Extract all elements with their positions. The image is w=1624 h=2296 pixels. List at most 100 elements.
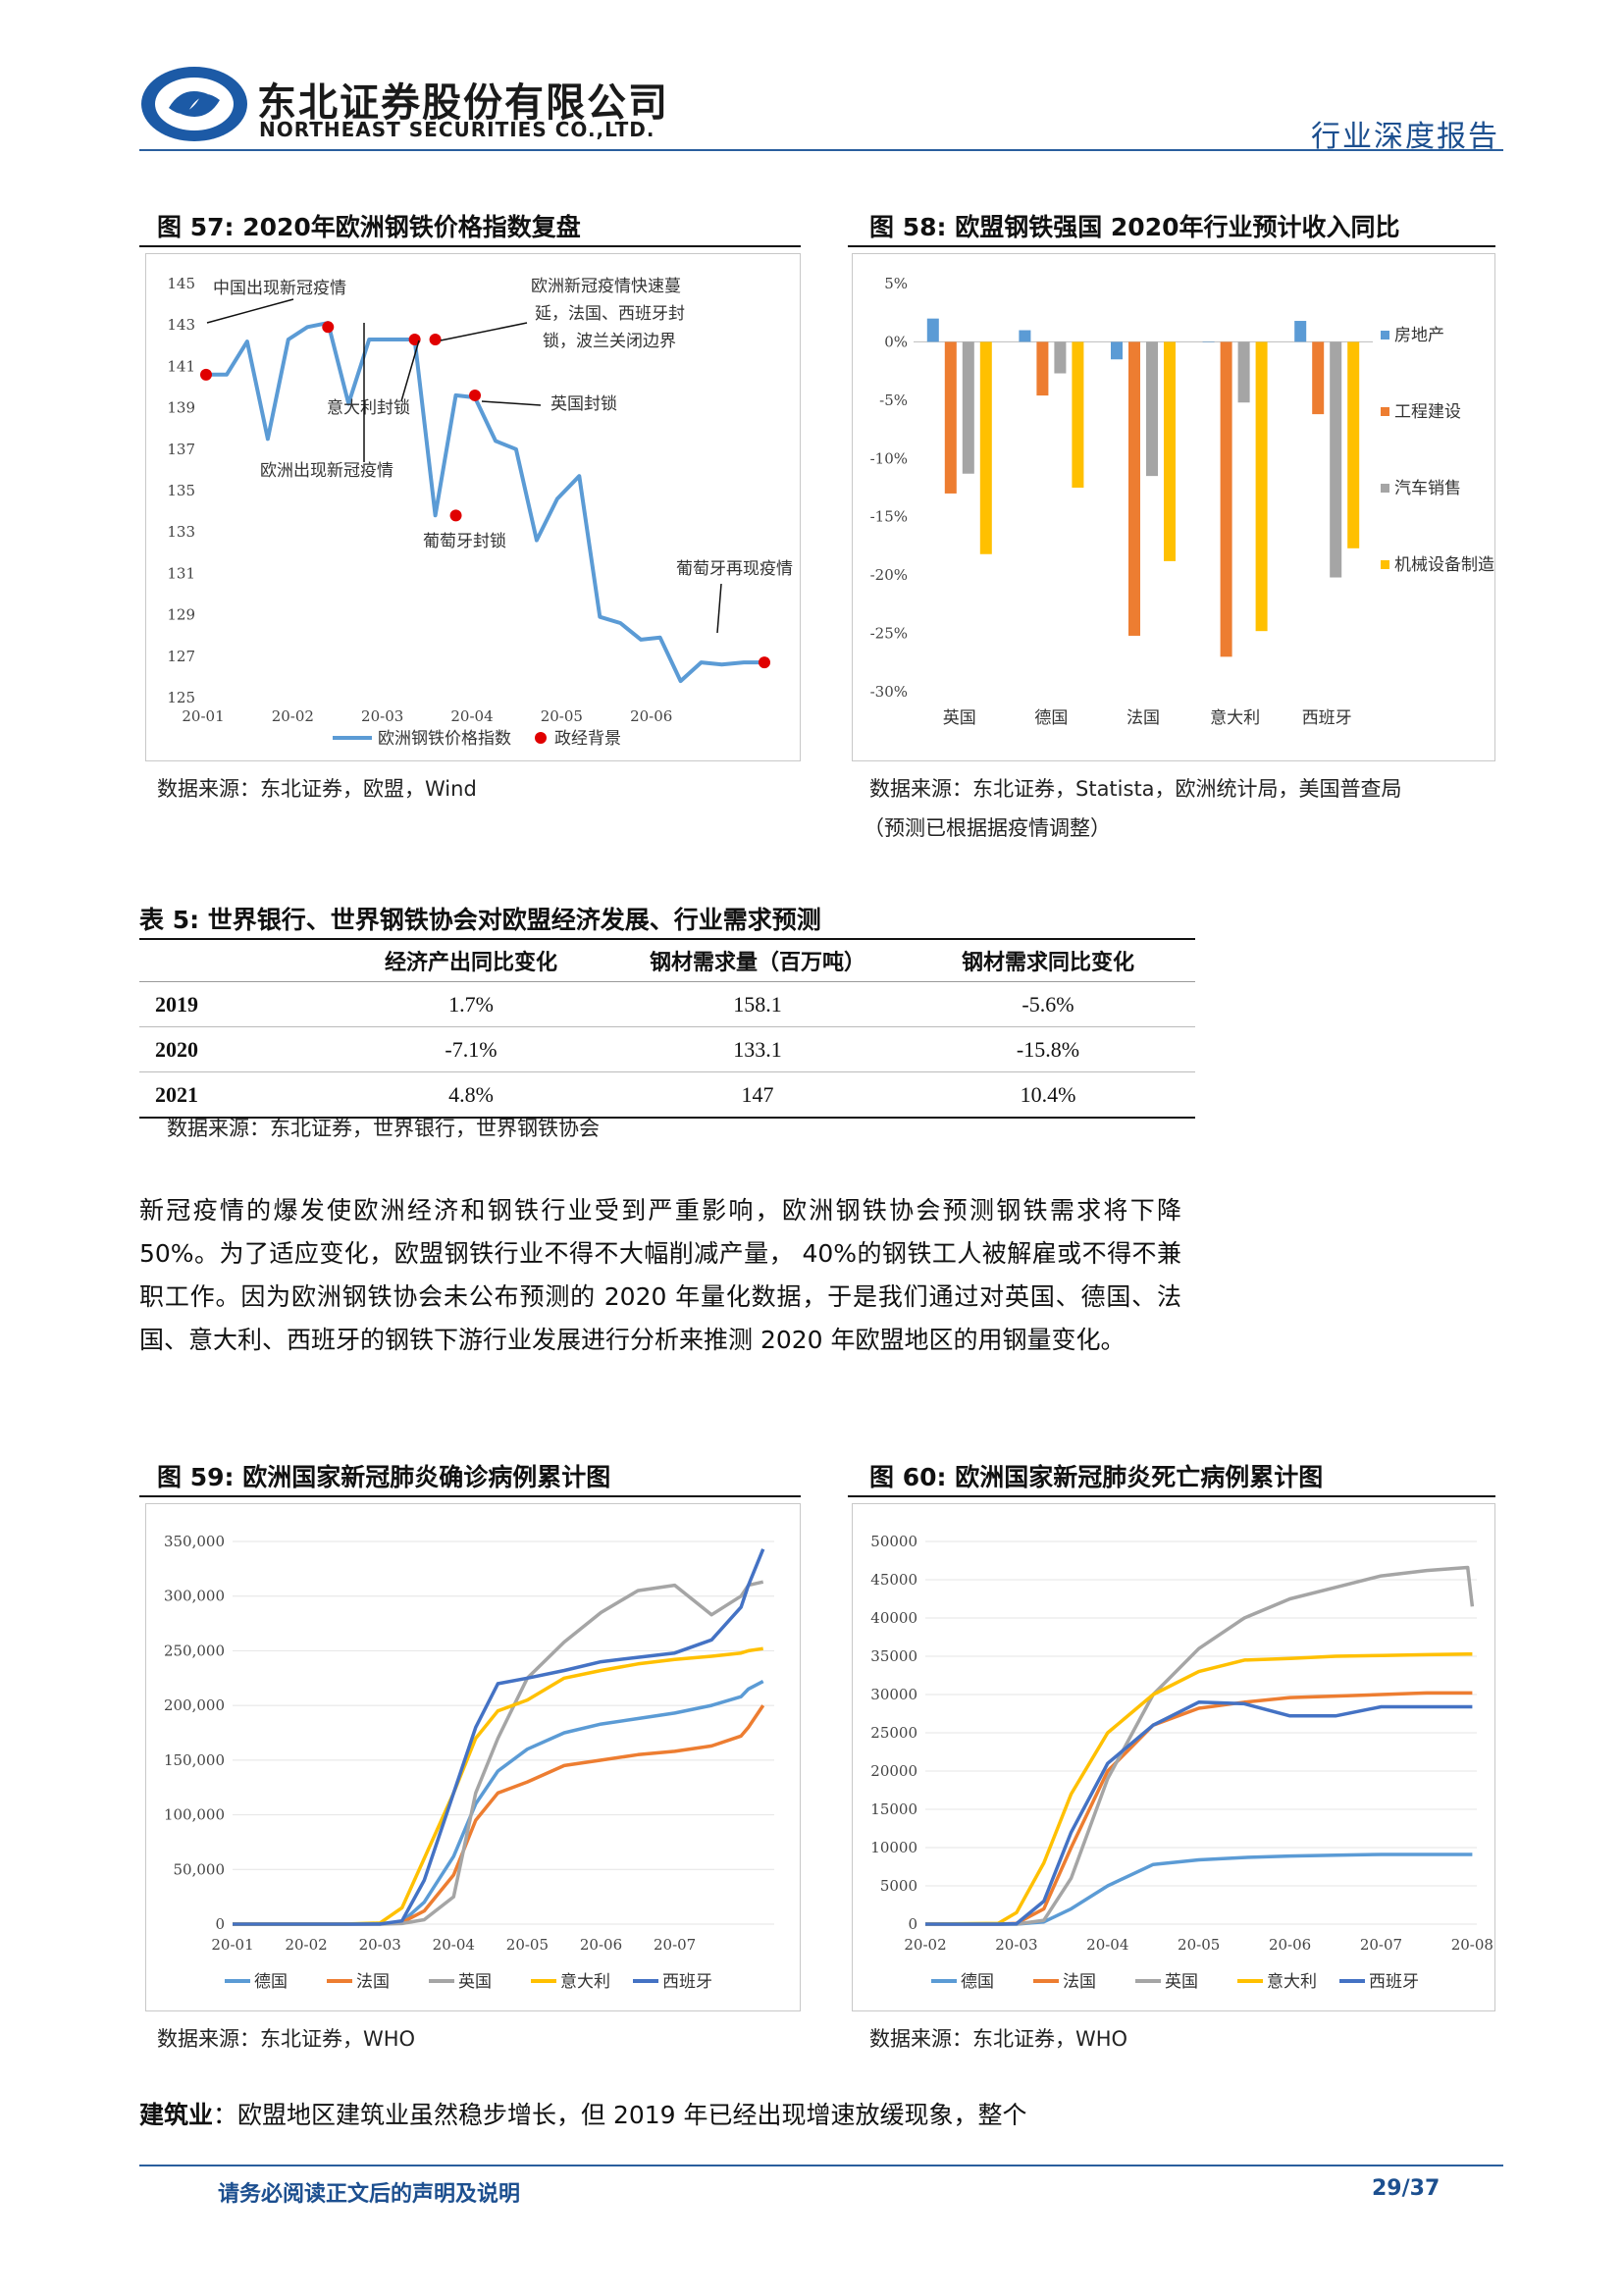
- company-logo: [139, 65, 249, 143]
- x-tick-label: 20-06: [580, 1936, 622, 1954]
- legend-swatch: [1381, 331, 1389, 339]
- x-tick-label: 20-05: [541, 707, 583, 725]
- y-tick-label: 125: [167, 689, 195, 706]
- legend-label: 意大利: [1267, 1972, 1317, 1992]
- table-cell: 2019: [139, 981, 328, 1027]
- bar-工程建设: [1128, 341, 1140, 636]
- legend-label: 机械设备制造: [1394, 555, 1494, 575]
- fig57-rule: [139, 245, 801, 247]
- footer-disclaimer: 请务必阅读正文后的声明及说明: [218, 2182, 521, 2207]
- fig59-chart: 0 50,000 100,000 150,000 200,000 250,000 300,0…: [145, 1503, 801, 2011]
- event-marker: [469, 389, 482, 401]
- series-line-德国: [233, 1680, 764, 1926]
- x-tick-label: 20-07: [654, 1936, 696, 1954]
- bar-工程建设: [1036, 341, 1049, 396]
- company-name-cn: 东北证券股份有限公司: [257, 80, 669, 126]
- y-tick-label: 40000: [870, 1609, 917, 1627]
- table-header-row: 经济产出同比变化 钢材需求量（百万吨） 钢材需求同比变化: [139, 938, 1195, 982]
- body-paragraph-2: 建筑业：欧盟地区建筑业虽然稳步增长，但 2019 年已经出现增速放缓现象，整个: [139, 2096, 1219, 2131]
- y-tick-label: 25000: [870, 1724, 917, 1742]
- y-tick-label: 45000: [870, 1571, 917, 1589]
- annotation-label: 英国封锁: [550, 394, 617, 414]
- series-line-英国: [233, 1580, 764, 1926]
- x-tick-label: 20-05: [506, 1936, 549, 1954]
- y-tick-label: -25%: [870, 625, 908, 643]
- y-tick-label: 139: [167, 399, 195, 417]
- bar-房地产: [1019, 330, 1031, 342]
- legend-label: 英国: [1165, 1972, 1198, 1992]
- price-index-line: [206, 321, 764, 684]
- table-cell: 1.7%: [328, 981, 614, 1027]
- series-line-英国: [925, 1565, 1475, 1926]
- x-tick-label: 20-02: [285, 1936, 327, 1954]
- annotation-label: 锁，波兰关闭边界: [543, 332, 676, 351]
- bar-汽车销售: [1330, 341, 1342, 578]
- fig60-source: 数据来源：东北证券，WHO: [869, 2027, 1128, 2051]
- x-tick-label: 20-04: [450, 707, 493, 725]
- x-tick-label: 20-02: [272, 707, 314, 725]
- legend-label: 德国: [254, 1972, 288, 1992]
- bar-机械设备制造: [1072, 341, 1084, 488]
- y-tick-label: 135: [167, 482, 195, 499]
- y-tick-label: 100,000: [164, 1806, 225, 1824]
- x-tick-label: 20-01: [182, 707, 224, 725]
- y-tick-label: 5%: [884, 275, 908, 292]
- y-tick-label: 143: [167, 316, 195, 334]
- bar-房地产: [926, 318, 939, 342]
- y-tick-label: 50,000: [174, 1860, 226, 1878]
- x-tick-label: 20-08: [1451, 1936, 1493, 1954]
- fig60-rule: [848, 1495, 1495, 1497]
- y-tick-label: -10%: [870, 449, 908, 467]
- x-tick-label: 法国: [1126, 708, 1160, 728]
- y-tick-label: 5000: [880, 1877, 917, 1895]
- body-paragraph: 新冠疫情的爆发使欧洲经济和钢铁行业受到严重影响，欧洲钢铁协会预测钢铁需求将下降 …: [139, 1196, 1181, 1354]
- table-header-cell: [139, 938, 328, 982]
- event-marker: [408, 333, 421, 345]
- fig58-source-1: 数据来源：东北证券，Statista，欧洲统计局，美国普查局: [869, 777, 1402, 801]
- bar-机械设备制造: [1347, 341, 1360, 548]
- x-tick-label: 20-03: [359, 1936, 401, 1954]
- table-cell: 2021: [139, 1071, 328, 1119]
- x-tick-label: 德国: [1034, 708, 1068, 728]
- annotation-leader: [716, 583, 722, 634]
- legend-label: 西班牙: [662, 1972, 712, 1992]
- legend-swatch: [1381, 484, 1389, 493]
- legend-label: 意大利: [560, 1972, 610, 1992]
- bar-工程建设: [944, 341, 957, 494]
- annotation-leader: [206, 298, 294, 324]
- table-cell: -15.8%: [901, 1026, 1195, 1072]
- fig58-title: 图 58: 欧盟钢铁强国 2020年行业预计收入同比: [869, 213, 1400, 241]
- annotation-label: 欧洲出现新冠疫情: [260, 461, 393, 481]
- event-marker: [449, 509, 462, 522]
- x-tick-label: 20-07: [1360, 1936, 1402, 1954]
- bar-工程建设: [1220, 341, 1232, 657]
- legend-label: 工程建设: [1394, 402, 1461, 422]
- report-type: 行业深度报告: [1311, 120, 1499, 154]
- legend-label: 西班牙: [1369, 1972, 1419, 1992]
- annotation-leader: [481, 400, 542, 406]
- fig59-title: 图 59: 欧洲国家新冠肺炎确诊病例累计图: [157, 1463, 611, 1491]
- event-marker: [429, 333, 442, 345]
- annotation-label: 葡萄牙封锁: [423, 532, 506, 551]
- legend-dot-swatch: [535, 732, 547, 744]
- x-tick-label: 20-03: [361, 707, 403, 725]
- table-header-cell: 经济产出同比变化: [328, 938, 614, 982]
- page-number: 29/37: [1372, 2176, 1441, 2201]
- y-tick-label: 15000: [870, 1800, 917, 1818]
- series-line-法国: [925, 1691, 1473, 1926]
- table-cell: 133.1: [614, 1026, 901, 1072]
- table-header-cell: 钢材需求量（百万吨）: [614, 938, 901, 982]
- table-row: 2020 -7.1% 133.1 -15.8%: [139, 1026, 1195, 1072]
- y-tick-label: 150,000: [164, 1751, 225, 1769]
- y-tick-label: 129: [167, 606, 195, 624]
- y-tick-label: -15%: [870, 508, 908, 526]
- y-tick-label: 137: [167, 441, 195, 458]
- header-rule: [139, 149, 1503, 151]
- table-header-cell: 钢材需求同比变化: [901, 938, 1195, 982]
- x-tick-label: 20-01: [211, 1936, 253, 1954]
- fig57-title: 图 57: 2020年欧洲钢铁价格指数复盘: [157, 213, 581, 241]
- series-line-意大利: [924, 1651, 1473, 1926]
- x-tick-label: 20-03: [995, 1936, 1037, 1954]
- y-tick-label: 50000: [870, 1533, 917, 1550]
- x-tick-label: 20-02: [904, 1936, 946, 1954]
